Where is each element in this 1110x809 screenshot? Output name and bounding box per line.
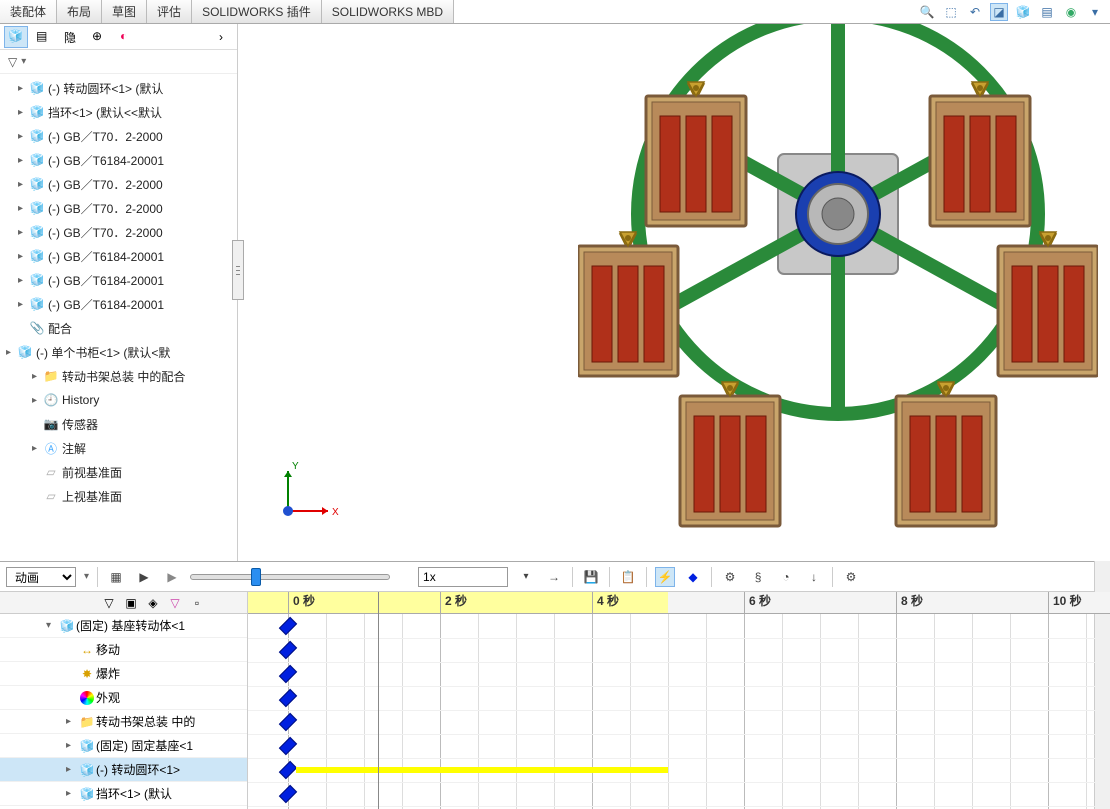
ruler-tick: 6 秒: [744, 592, 771, 614]
motion-study-panel: 动画 ▾ ▦ ▶ ▶ ▾ → 💾 📋 ⚡ ◆ ⚙ § ◔ ↓ ⚙ ▽ ▣ ◈: [0, 561, 1110, 809]
animation-bar[interactable]: [296, 767, 668, 773]
ruler-tick: 4 秒: [592, 592, 619, 614]
command-manager-tabs: 装配体 布局 草图 评估 SOLIDWORKS 插件 SOLIDWORKS MB…: [0, 0, 1110, 24]
keyframe[interactable]: [279, 761, 297, 779]
timeline-row[interactable]: ↔移动: [0, 638, 247, 662]
tree-item[interactable]: ▸🧊(-) GB／T70．2-2000: [0, 220, 237, 244]
timeline-row[interactable]: ✸爆炸: [0, 662, 247, 686]
view-settings-icon[interactable]: ▾: [1086, 3, 1104, 21]
tab-mbd[interactable]: SOLIDWORKS MBD: [322, 0, 454, 23]
tree-item[interactable]: 📎配合: [0, 316, 237, 340]
timeline-tracks[interactable]: 0 秒 2 秒 4 秒 6 秒 8 秒 10 秒: [248, 592, 1110, 809]
expand-icon[interactable]: ◈: [144, 594, 162, 612]
model-render: [578, 24, 1098, 584]
loop-icon[interactable]: →: [544, 567, 564, 587]
tab-evaluate[interactable]: 评估: [147, 0, 192, 23]
timeline-scrubber[interactable]: [190, 574, 390, 580]
keyframe[interactable]: [279, 641, 297, 659]
timeline-tree-toolbar: ▽ ▣ ◈ ▽ ▫: [0, 592, 247, 614]
tab-addins[interactable]: SOLIDWORKS 插件: [192, 0, 322, 23]
svg-text:X: X: [332, 507, 339, 518]
keyframe[interactable]: [279, 737, 297, 755]
tree-item[interactable]: ▸🧊(-) GB／T70．2-2000: [0, 172, 237, 196]
tree-item[interactable]: ▸🧊(-) GB／T6184-20001: [0, 292, 237, 316]
playback-speed-select[interactable]: [418, 567, 508, 587]
ruler-tick: 2 秒: [440, 592, 467, 614]
playhead[interactable]: [378, 592, 379, 809]
panel-expand-icon[interactable]: ›: [209, 26, 233, 48]
hide-show-icon[interactable]: ◉: [1062, 3, 1080, 21]
keyframe[interactable]: [279, 665, 297, 683]
funnel-icon: ▽: [8, 55, 17, 69]
timeline-row[interactable]: ▸📁转动书架总装 中的: [0, 710, 247, 734]
panel-resize-handle[interactable]: [232, 240, 244, 300]
calculate-icon[interactable]: ▦: [106, 567, 126, 587]
keyframe[interactable]: [279, 785, 297, 803]
timeline-row[interactable]: ▸🧊(-) 转动圆环<1>: [0, 758, 247, 782]
keyframe[interactable]: [279, 713, 297, 731]
motion-type-dropdown-icon[interactable]: ▾: [84, 571, 89, 582]
tree-item[interactable]: ▸🧊(-) GB／T6184-20001: [0, 244, 237, 268]
scrubber-thumb[interactable]: [251, 568, 261, 586]
tab-sketch[interactable]: 草图: [102, 0, 147, 23]
timeline-row[interactable]: 外观: [0, 686, 247, 710]
tree-item[interactable]: ▸🧊(-) 转动圆环<1> (默认: [0, 76, 237, 100]
display-manager-tab[interactable]: ◐: [116, 26, 140, 48]
tree-item[interactable]: ▸🕘History: [0, 388, 237, 412]
view-orientation-icon[interactable]: 🧊: [1014, 3, 1032, 21]
config-manager-tab[interactable]: 隐: [60, 26, 84, 48]
feature-tree: ▸🧊(-) 转动圆环<1> (默认▸🧊挡环<1> (默认<<默认▸🧊(-) GB…: [0, 74, 237, 561]
heads-up-view-toolbar: 🔍 ⬚ ↶ ◪ 🧊 ▤ ◉ ▾: [912, 0, 1110, 23]
tree-item[interactable]: ▸📁转动书架总装 中的配合: [0, 364, 237, 388]
tree-item[interactable]: ▸🧊(-) GB／T70．2-2000: [0, 124, 237, 148]
tree-item[interactable]: ▸Ⓐ注解: [0, 436, 237, 460]
property-manager-tab[interactable]: ▤: [32, 26, 56, 48]
feature-manager-tabs: 🧊 ▤ 隐 ⊕ ◐ ›: [0, 24, 237, 50]
key-filter-icon[interactable]: ▽: [166, 594, 184, 612]
more-icon[interactable]: ▫: [188, 594, 206, 612]
play-icon[interactable]: ▶: [162, 567, 182, 587]
filter-dropdown-icon: ▾: [21, 56, 26, 67]
tree-item[interactable]: 📷传感器: [0, 412, 237, 436]
previous-view-icon[interactable]: ↶: [966, 3, 984, 21]
timeline-tree: ▾🧊(固定) 基座转动体<1↔移动✸爆炸外观▸📁转动书架总装 中的▸🧊(固定) …: [0, 614, 247, 809]
fm-tree-tab[interactable]: 🧊: [4, 26, 28, 48]
tree-item[interactable]: ▸🧊(-) GB／T70．2-2000: [0, 196, 237, 220]
feature-filter[interactable]: ▽ ▾: [0, 50, 237, 74]
section-view-icon[interactable]: ◪: [990, 3, 1008, 21]
timeline-tree-panel: ▽ ▣ ◈ ▽ ▫ ▾🧊(固定) 基座转动体<1↔移动✸爆炸外观▸📁转动书架总装…: [0, 592, 248, 809]
tree-item[interactable]: ▸🧊(-) GB／T6184-20001: [0, 148, 237, 172]
tree-item[interactable]: ▸🧊挡环<1> (默认<<默认: [0, 100, 237, 124]
dimxpert-tab[interactable]: ⊕: [88, 26, 112, 48]
motion-type-select[interactable]: 动画: [6, 567, 76, 587]
tree-item[interactable]: ▸🧊(-) 单个书柜<1> (默认<默: [0, 340, 237, 364]
tree-item[interactable]: ▸🧊(-) GB／T6184-20001: [0, 268, 237, 292]
graphics-viewport[interactable]: X Y: [238, 24, 1110, 561]
tree-item[interactable]: ▱前视基准面: [0, 460, 237, 484]
ruler-tick: 8 秒: [896, 592, 923, 614]
tree-item[interactable]: ▱上视基准面: [0, 484, 237, 508]
tab-layout[interactable]: 布局: [57, 0, 102, 23]
speed-dropdown-icon[interactable]: ▾: [516, 567, 536, 587]
timeline-row[interactable]: ▸🧊(固定) 固定基座<1: [0, 734, 247, 758]
timeline-row[interactable]: ▾🧊(固定) 基座转动体<1: [0, 614, 247, 638]
zoom-fit-icon[interactable]: 🔍: [918, 3, 936, 21]
zoom-area-icon[interactable]: ⬚: [942, 3, 960, 21]
svg-text:Y: Y: [292, 461, 299, 472]
ruler-tick: 10 秒: [1048, 592, 1082, 614]
keyframe[interactable]: [279, 689, 297, 707]
feature-manager-panel: 🧊 ▤ 隐 ⊕ ◐ › ▽ ▾ ▸🧊(-) 转动圆环<1> (默认▸🧊挡环<1>…: [0, 24, 238, 561]
tab-assembly[interactable]: 装配体: [0, 0, 57, 23]
orientation-triad[interactable]: X Y: [268, 451, 348, 531]
collapse-icon[interactable]: ▣: [122, 594, 140, 612]
keyframe[interactable]: [279, 617, 297, 635]
timeline-row[interactable]: ▸🧊挡环<1> (默认: [0, 782, 247, 806]
display-style-icon[interactable]: ▤: [1038, 3, 1056, 21]
ruler-tick: 0 秒: [288, 592, 315, 614]
play-from-start-icon[interactable]: ▶: [134, 567, 154, 587]
filter-icon[interactable]: ▽: [100, 594, 118, 612]
